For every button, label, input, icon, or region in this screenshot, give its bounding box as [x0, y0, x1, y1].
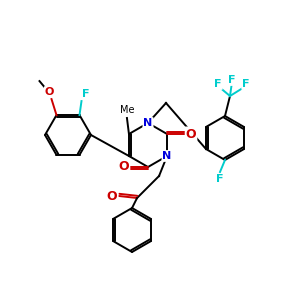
Text: F: F	[242, 79, 250, 89]
Text: F: F	[216, 174, 224, 184]
Text: O: O	[107, 190, 117, 202]
Text: O: O	[45, 87, 54, 97]
Text: F: F	[214, 79, 222, 89]
Text: N: N	[143, 118, 153, 128]
Text: N: N	[162, 151, 172, 161]
Text: F: F	[82, 89, 89, 99]
Text: F: F	[228, 75, 236, 85]
Text: O: O	[119, 160, 129, 173]
Text: Me: Me	[120, 105, 134, 115]
Text: O: O	[186, 128, 196, 140]
